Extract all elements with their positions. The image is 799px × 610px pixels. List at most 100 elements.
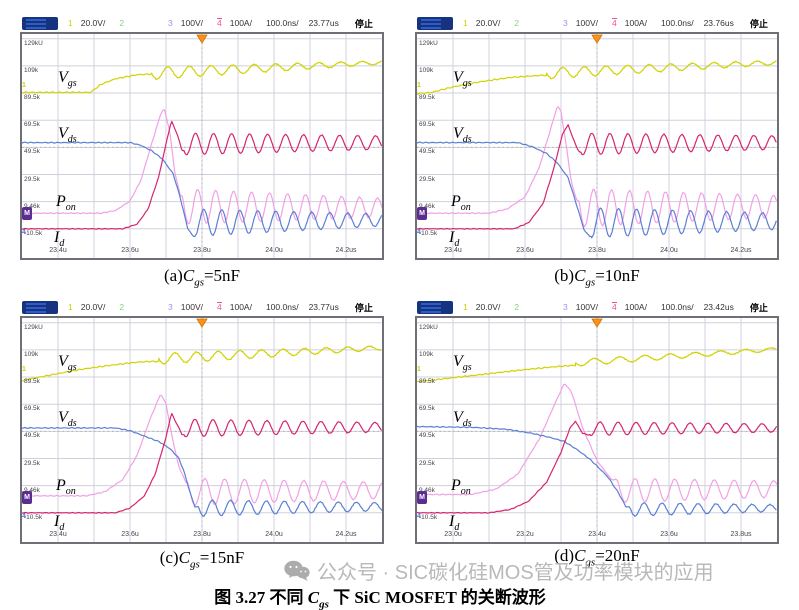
x-tick-label: 23.8u xyxy=(193,247,211,254)
trace-label-vgs: Vgs xyxy=(453,70,472,92)
y-tick-label: 109k xyxy=(419,67,434,74)
x-tick-label: 23.6u xyxy=(121,247,139,254)
trace-id xyxy=(417,124,777,230)
figure-caption: 图 3.27 不同 Cgs 下 SiC MOSFET 的关断波形 xyxy=(0,583,760,610)
y-tick-label: 29.5k xyxy=(24,460,40,467)
waveform-svg xyxy=(22,318,382,542)
caption-d-suffix: =20nF xyxy=(595,546,640,565)
y-tick-label: -10.5k xyxy=(419,514,438,521)
x-tick-label: 23.4u xyxy=(49,531,67,538)
ch1-scale: 20.0V/ xyxy=(475,302,501,312)
trace-label-id: Id xyxy=(54,514,64,536)
ch1-marker: 1 xyxy=(417,366,421,373)
trace-label-main: I xyxy=(54,513,60,530)
y-tick-label: 109k xyxy=(419,351,434,358)
trace-label-main: I xyxy=(54,229,60,246)
y-tick-label: 49.5k xyxy=(419,148,435,155)
ch4-marker: 4 xyxy=(22,229,26,236)
run-state: 停止 xyxy=(354,18,373,29)
math-marker: M xyxy=(22,491,32,504)
timebase-value: 100.0ns/ xyxy=(660,302,694,312)
ch3-scale: 100V/ xyxy=(180,18,203,28)
scope-header-a: 1 20.0V/2 3 100V/4 100A/100.0ns/23.77us 停止 xyxy=(20,14,384,32)
ch2-indicator: 2 xyxy=(119,18,125,28)
ch3-indicator: 3 xyxy=(168,18,173,28)
ch1-marker: 1 xyxy=(22,366,26,373)
math-marker: M xyxy=(22,207,32,220)
math-marker: M xyxy=(417,491,427,504)
trace-label-vgs: Vgs xyxy=(58,70,77,92)
y-tick-label: 9.46k xyxy=(419,487,435,494)
trace-label-main: V xyxy=(453,353,463,370)
trigger-icon xyxy=(591,34,603,44)
trace-id xyxy=(417,420,777,514)
trace-label-vds: Vds xyxy=(453,126,472,148)
trace-label-pon: Pon xyxy=(451,478,471,500)
trace-label-main: I xyxy=(449,513,455,530)
trace-label-main: V xyxy=(453,69,463,86)
ch3-indicator: 3 xyxy=(168,302,173,312)
trigger-time-value: 23.77us xyxy=(308,18,339,28)
waveform-svg xyxy=(22,34,382,258)
x-tick-label: 24.2us xyxy=(335,247,357,254)
trace-label-sub: d xyxy=(59,522,65,534)
waveform-svg xyxy=(417,318,777,542)
x-tick-label: 23.2u xyxy=(516,531,534,538)
trace-label-main: V xyxy=(58,353,68,370)
y-tick-label: 129kU xyxy=(24,40,43,47)
ch4-scale: 100A/ xyxy=(624,302,647,312)
x-tick-label: 23.8u xyxy=(193,531,211,538)
scope-logo xyxy=(417,300,453,314)
trace-label-main: P xyxy=(56,477,66,494)
x-tick-label: 23.8u xyxy=(588,247,606,254)
trace-label-sub: ds xyxy=(462,134,472,146)
x-tick-label: 23.8us xyxy=(730,531,752,538)
ch4-indicator: 4 xyxy=(612,18,617,28)
ch4-indicator: 4 xyxy=(217,18,222,28)
caption-b-suffix: =10nF xyxy=(595,266,640,285)
trace-label-sub: on xyxy=(65,486,76,498)
trace-pon xyxy=(417,383,777,504)
ch3-scale: 100V/ xyxy=(575,302,598,312)
trace-label-sub: on xyxy=(460,202,471,214)
ch3-scale: 100V/ xyxy=(575,18,598,28)
y-tick-label: 49.5k xyxy=(419,432,435,439)
trace-label-sub: ds xyxy=(462,418,472,430)
trace-vds xyxy=(22,141,382,238)
x-tick-label: 24.0u xyxy=(265,531,283,538)
caption-c: (c)Cgs=15nF xyxy=(20,548,384,570)
x-tick-label: 23.6u xyxy=(660,531,678,538)
y-tick-label: 49.5k xyxy=(24,432,40,439)
ch4-indicator: 4 xyxy=(612,302,617,312)
caption-d-prefix: (d) xyxy=(554,546,575,565)
y-tick-label: 29.5k xyxy=(419,176,435,183)
y-tick-label: 29.5k xyxy=(24,176,40,183)
caption-c-prefix: (c) xyxy=(159,548,179,567)
ch1-scale: 20.0V/ xyxy=(80,18,106,28)
trace-vgs xyxy=(417,60,777,95)
scope-grid-b: 129kU 109k 89.5k 69.5k 49.5k 29.5k 9.46k -10.5k… xyxy=(415,32,779,260)
figure-caption-sub: gs xyxy=(319,598,329,610)
x-tick-label: 23.0u xyxy=(444,531,462,538)
ch3-indicator: 3 xyxy=(563,18,568,28)
x-tick-label: 23.4u xyxy=(588,531,606,538)
y-tick-label: 69.5k xyxy=(24,405,40,412)
ch2-indicator: 2 xyxy=(514,302,520,312)
scope-header-c: 1 20.0V/2 3 100V/4 100A/100.0ns/23.77us 停止 xyxy=(20,298,384,316)
timebase-value: 100.0ns/ xyxy=(660,18,694,28)
ch1-indicator: 1 xyxy=(463,18,468,28)
scope-logo xyxy=(22,300,58,314)
y-tick-label: 109k xyxy=(24,67,39,74)
trace-vds xyxy=(417,141,777,239)
trace-label-id: Id xyxy=(54,230,64,252)
ch1-marker: 1 xyxy=(22,82,26,89)
ch3-indicator: 3 xyxy=(563,302,568,312)
timebase-value: 100.0ns/ xyxy=(265,302,299,312)
caption-a-sub: gs xyxy=(194,276,204,289)
trace-label-vds: Vds xyxy=(58,126,77,148)
trace-id xyxy=(22,413,382,514)
scope-panel-a: 1 20.0V/2 3 100V/4 100A/100.0ns/23.77us 停止 12… xyxy=(20,14,384,260)
scope-grid-d: 129kU 109k 89.5k 69.5k 49.5k 29.5k 9.46k -10.5k… xyxy=(415,316,779,544)
y-tick-label: 9.46k xyxy=(24,487,40,494)
